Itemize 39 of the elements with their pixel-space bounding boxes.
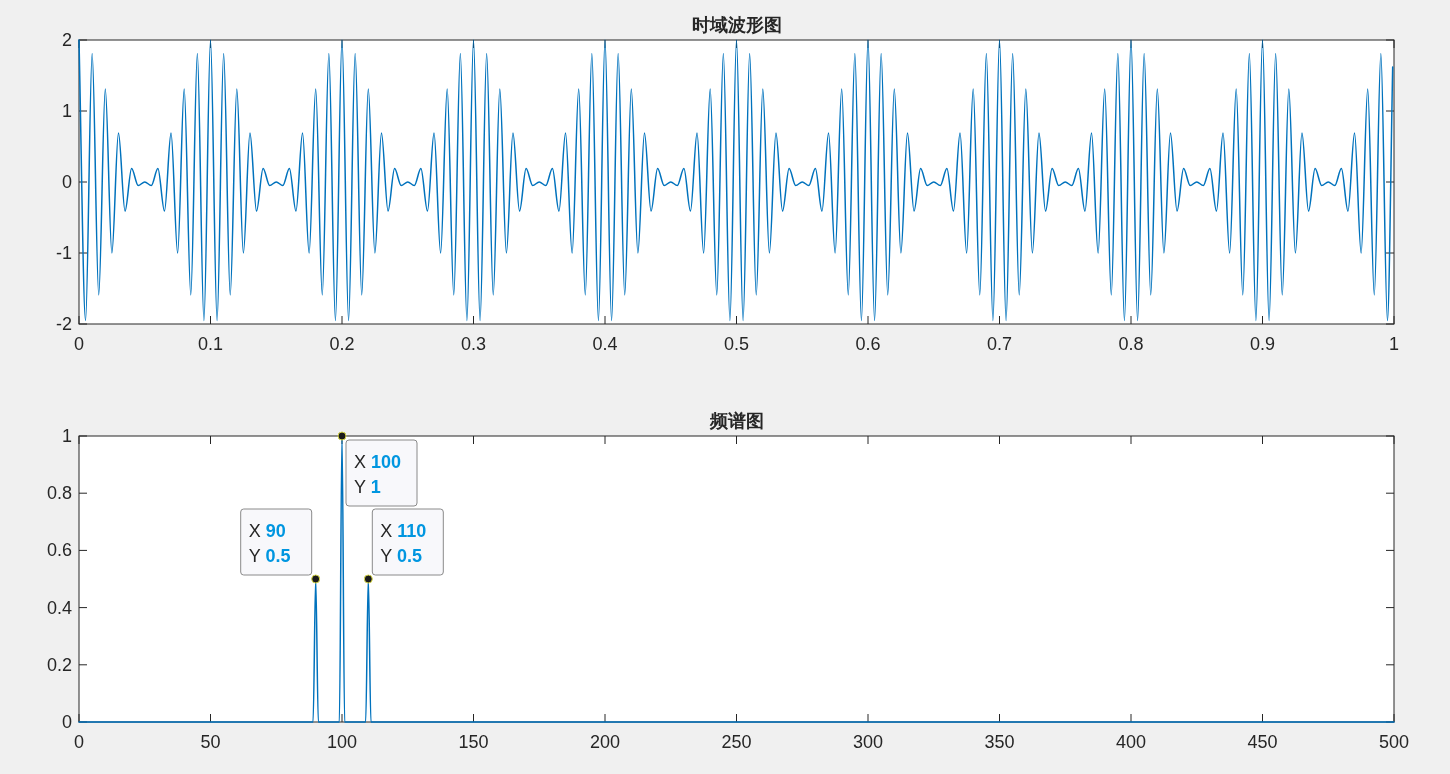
x-tick-label: 150 [458, 732, 489, 752]
y-tick-label: 2 [61, 30, 72, 50]
x-tick-label: 450 [1247, 732, 1278, 752]
x-tick-label: 0.5 [723, 334, 750, 354]
datatip: X 100 Y 1 [345, 439, 418, 507]
datatip: X 110 Y 0.5 [371, 508, 444, 576]
y-tick-label: 0 [61, 712, 72, 732]
x-tick-label: 250 [721, 732, 752, 752]
x-tick-label: 0.8 [1118, 334, 1144, 354]
x-tick-label: 0.7 [986, 334, 1013, 354]
y-tick-label: 0.4 [46, 597, 72, 618]
x-tick-label: 50 [200, 732, 221, 752]
annotation: X 110 Y 0.5 [380, 521, 427, 566]
annotation: X 90 Y 0.5 [248, 521, 291, 566]
x-tick-label: 0.4 [592, 334, 618, 354]
y-tick-label: -2 [55, 314, 72, 334]
chart-title: 时域波形图 [691, 15, 782, 35]
x-tick-label: 0.2 [329, 334, 355, 354]
y-tick-label: 0.2 [46, 654, 72, 675]
y-tick-label: 1 [61, 101, 72, 121]
y-tick-label: 0.8 [46, 483, 72, 504]
y-tick-label: 1 [61, 426, 72, 446]
y-tick-label: 0.6 [46, 540, 72, 561]
x-tick-label: 0.9 [1249, 334, 1276, 354]
x-tick-label: 100 [326, 732, 358, 752]
x-tick-label: 350 [984, 732, 1015, 752]
y-tick-label: -1 [55, 243, 72, 263]
datatip: X 90 Y 0.5 [240, 508, 313, 576]
annotation: X 100 Y 1 [354, 452, 402, 497]
x-tick-label: 0.1 [197, 334, 224, 354]
x-tick-label: 300 [852, 732, 884, 752]
chart-title: 频谱图 [708, 411, 764, 431]
y-tick-label: 0 [61, 172, 72, 192]
x-tick-label: 0.3 [460, 334, 487, 354]
x-tick-label: 500 [1378, 732, 1410, 752]
x-tick-label: 400 [1115, 732, 1147, 752]
x-tick-label: 200 [589, 732, 621, 752]
x-tick-label: 1 [1388, 334, 1400, 354]
x-tick-label: 0.6 [855, 334, 881, 354]
